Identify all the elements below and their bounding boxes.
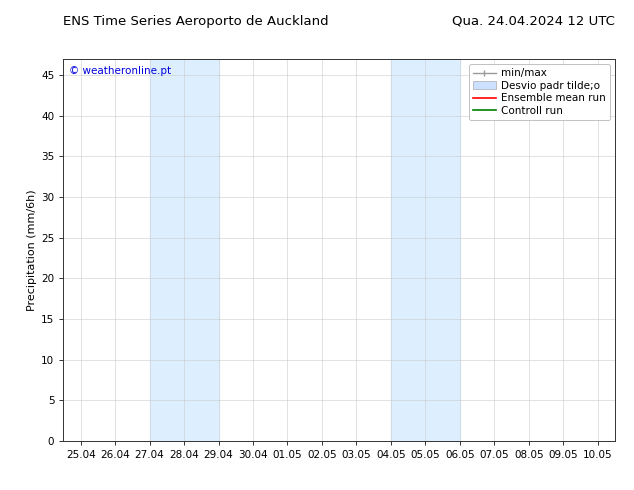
Y-axis label: Precipitation (mm/6h): Precipitation (mm/6h) xyxy=(27,189,37,311)
Text: Qua. 24.04.2024 12 UTC: Qua. 24.04.2024 12 UTC xyxy=(452,15,615,28)
Bar xyxy=(391,59,460,441)
Legend: min/max, Desvio padr tilde;o, Ensemble mean run, Controll run: min/max, Desvio padr tilde;o, Ensemble m… xyxy=(469,64,610,120)
Text: © weatheronline.pt: © weatheronline.pt xyxy=(69,67,171,76)
Bar xyxy=(150,59,219,441)
Text: ENS Time Series Aeroporto de Auckland: ENS Time Series Aeroporto de Auckland xyxy=(63,15,329,28)
